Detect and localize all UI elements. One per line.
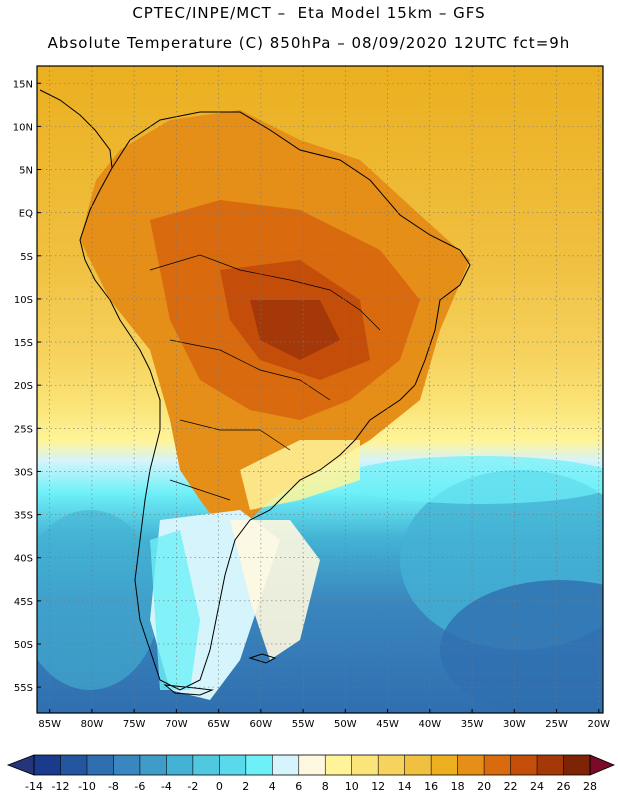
continent-outline [79,111,471,691]
tierra-del-fuego-outline [163,684,214,696]
colorbar-tick-label: 22 [504,780,518,793]
colorbar-tick-label: -2 [187,780,198,793]
colorbar-tick-label: 16 [424,780,438,793]
colorbar-tick-label: 18 [451,780,465,793]
lon-label: 60W [250,719,273,730]
lat-label: 35S [14,511,33,522]
colorbar-swatch [351,755,379,775]
lon-label: 80W [81,719,104,730]
colorbar-swatch [86,755,114,775]
lat-label: 15N [13,79,33,90]
colorbar-swatch [537,755,564,775]
lat-label: 10S [14,295,33,306]
colorbar-swatch [166,755,193,775]
lon-label: 40W [419,719,442,730]
colorbar-swatch [431,755,458,775]
lat-label: 45S [14,597,33,608]
lon-label: 30W [503,719,526,730]
lon-label: 35W [461,719,484,730]
lat-label: 40S [14,554,33,565]
colorbar-tick-label: -12 [51,780,69,793]
longitude-labels: 85W 80W 75W 70W 65W 60W 55W 50W 45W 40W 35W 30W 25W 2… [38,709,610,730]
colorbar-tick-label: 24 [530,780,544,793]
colorbar-swatch [139,755,167,775]
colorbar-swatch [192,755,220,775]
lat-label: 5S [20,252,33,263]
colorbar-swatch [378,755,405,775]
colorbar-tick-label: 2 [242,780,249,793]
colorbar-tick-label: 10 [345,780,359,793]
lon-label: 55W [292,719,315,730]
lat-label: 20S [14,381,33,392]
temperature-field [37,66,603,713]
lon-label: 70W [165,719,188,730]
lat-label: 50S [14,640,33,651]
colorbar-tick-label: -14 [25,780,43,793]
colorbar-tick-label: 6 [295,780,302,793]
lat-label: EQ [19,209,33,220]
lat-label: 25S [14,424,33,435]
title-line-2: Absolute Temperature (C) 850hPa – 08/09/… [47,34,571,52]
country-border [169,479,231,501]
map-frame [36,65,604,714]
colorbar-swatch [457,755,485,775]
colorbar-swatch [113,755,140,775]
colorbar-tick-label: 8 [322,780,329,793]
lon-label: 25W [545,719,568,730]
latitude-labels: 15N 10N 5N EQ 5S 10S 15S 20S 25S 30S 35S 40S 45S 50S 5… [13,79,41,694]
lon-label: 50W [334,719,357,730]
lat-label: 30S [14,467,33,478]
colorbar-swatch [219,755,246,775]
colorbar-tick-label: 4 [269,780,276,793]
lon-label: 45W [376,719,399,730]
colorbar-swatch [484,755,511,775]
lon-label: 75W [123,719,146,730]
colorbar-tick-label: 26 [557,780,571,793]
colorbar-tick-label: 12 [371,780,385,793]
lat-label: 15S [14,338,33,349]
colorbar-swatch [272,755,299,775]
colorbar-tick-label: -8 [108,780,119,793]
colorbar-tick-label: 20 [477,780,491,793]
colorbar: -14 -12 -10 -8 -6 -4 -2 0 2 4 6 8 10 12 14 16 18 20 22 24 26… [6,754,616,793]
colorbar-tick-label: -10 [78,780,96,793]
colorbar-swatch [325,755,352,775]
colorbar-swatch [60,755,87,775]
country-border [149,254,381,331]
colorbar-tick-label: -6 [134,780,145,793]
colorbar-swatch [298,755,326,775]
colorbar-low-arrow [6,754,35,776]
country-border [169,339,331,401]
colorbar-swatch [510,755,538,775]
title-line-1: CPTEC/INPE/MCT – Eta Model 15km – GFS [132,4,486,22]
colorbar-high-arrow [589,754,616,776]
colorbar-swatch [245,755,273,775]
colorbar-tick-label: -4 [161,780,172,793]
central-america-outline [39,89,113,169]
lon-label: 65W [207,719,230,730]
colorbar-swatch [563,755,590,775]
lat-label: 5N [19,166,33,177]
country-border [179,419,291,451]
colorbar-swatch [404,755,432,775]
lat-label: 10N [13,122,33,133]
colorbar-tick-label: 14 [398,780,412,793]
lon-label: 20W [587,719,610,730]
lon-label: 85W [38,719,61,730]
colorbar-tick-label: 0 [216,780,223,793]
lat-label: 55S [14,683,33,694]
colorbar-tick-label: 28 [583,780,597,793]
colorbar-swatch [34,755,61,775]
